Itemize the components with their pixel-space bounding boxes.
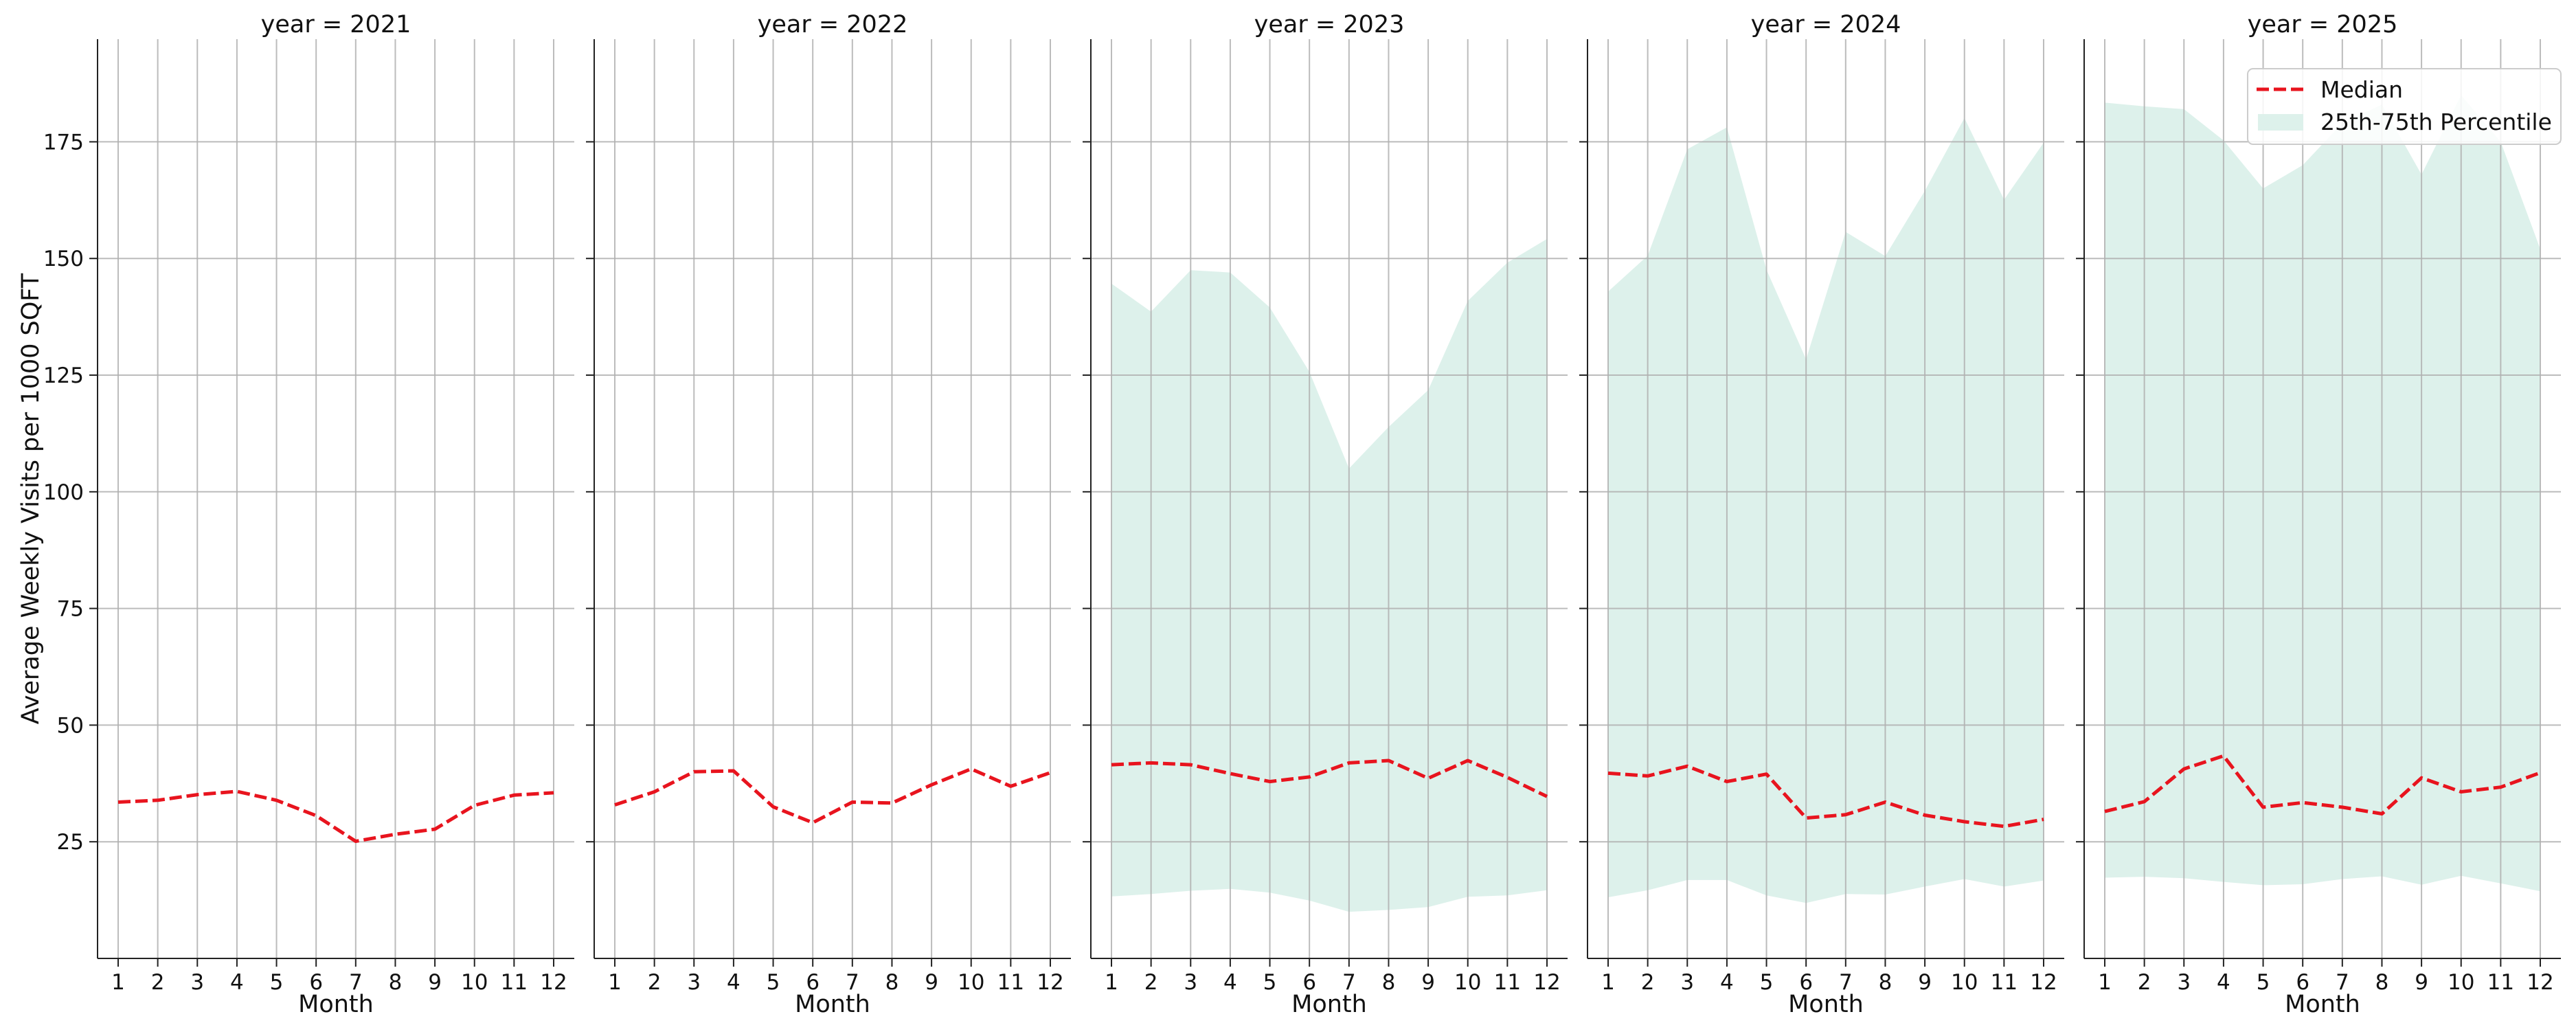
x-tick-label: 5: [767, 970, 780, 995]
x-tick-label: 8: [1382, 970, 1396, 995]
percentile-band-5: [2105, 95, 2540, 892]
legend-band-label: 25th-75th Percentile: [2320, 109, 2552, 135]
x-tick-label: 3: [190, 970, 204, 995]
x-tick-label: 11: [1991, 970, 2018, 995]
x-tick-label: 4: [727, 970, 741, 995]
x-tick-label: 7: [349, 970, 363, 995]
x-axis-label: Month: [795, 991, 870, 1018]
y-tick-label: 75: [57, 597, 84, 622]
x-tick-label: 10: [958, 970, 984, 995]
x-tick-label: 9: [2415, 970, 2428, 995]
x-tick-label: 3: [1184, 970, 1197, 995]
x-tick-label: 2: [2138, 970, 2151, 995]
x-tick-label: 8: [885, 970, 899, 995]
x-tick-label: 9: [925, 970, 938, 995]
x-tick-label: 7: [846, 970, 859, 995]
x-tick-label: 3: [687, 970, 701, 995]
x-tick-label: 7: [2336, 970, 2349, 995]
x-tick-label: 5: [1263, 970, 1277, 995]
percentile-band-3: [1111, 238, 1547, 912]
legend: Median 25th-75th Percentile: [2247, 68, 2562, 145]
percentile-band-4: [1608, 117, 2044, 903]
axis-layer: [89, 39, 2561, 967]
x-tick-label: 11: [501, 970, 528, 995]
x-tick-label: 7: [1839, 970, 1853, 995]
x-axis-label: Month: [1291, 991, 1367, 1018]
x-tick-label: 4: [2217, 970, 2230, 995]
x-tick-label: 1: [608, 970, 622, 995]
grid-layer: [98, 39, 2561, 958]
panel-title: year = 2024: [1751, 11, 1901, 38]
x-tick-label: 3: [1680, 970, 1694, 995]
x-tick-label: 6: [1302, 970, 1316, 995]
x-axis-label: Month: [2285, 991, 2360, 1018]
panel-title: year = 2025: [2248, 11, 2398, 38]
y-tick-label: 25: [57, 830, 84, 855]
median-line-layer: [117, 754, 2541, 843]
band-layer: [1111, 95, 2540, 912]
median-line-1: [117, 789, 554, 843]
x-tick-label: 8: [1879, 970, 1893, 995]
x-tick-label: 4: [1720, 970, 1734, 995]
x-axis-label: Month: [298, 991, 374, 1018]
x-tick-label: 12: [540, 970, 567, 995]
x-tick-label: 2: [648, 970, 662, 995]
x-tick-label: 10: [1951, 970, 1978, 995]
y-tick-label: 100: [43, 480, 84, 505]
x-tick-label: 11: [2487, 970, 2514, 995]
median-line-4: [1607, 764, 2044, 829]
panel-title: year = 2022: [758, 11, 908, 38]
x-tick-label: 11: [1494, 970, 1521, 995]
median-line-5: [2104, 754, 2541, 816]
x-tick-label: 6: [806, 970, 820, 995]
x-tick-label: 1: [1105, 970, 1118, 995]
x-tick-label: 12: [1533, 970, 1560, 995]
panel-title: year = 2023: [1254, 11, 1405, 38]
x-tick-label: 6: [309, 970, 323, 995]
y-tick-label: 50: [57, 713, 84, 738]
x-tick-label: 1: [2098, 970, 2112, 995]
x-tick-label: 12: [2030, 970, 2057, 995]
y-tick-label: 150: [43, 247, 84, 271]
x-tick-label: 5: [270, 970, 284, 995]
x-tick-label: 10: [2448, 970, 2474, 995]
median-line-2: [614, 767, 1051, 824]
x-tick-label: 9: [428, 970, 442, 995]
x-tick-label: 12: [2527, 970, 2553, 995]
x-tick-label: 10: [461, 970, 488, 995]
x-tick-label: 11: [997, 970, 1024, 995]
x-tick-label: 5: [1760, 970, 1774, 995]
x-tick-label: 6: [1799, 970, 1813, 995]
x-axis-label: Month: [1788, 991, 1864, 1018]
x-tick-label: 5: [2257, 970, 2270, 995]
x-tick-label: 10: [1454, 970, 1481, 995]
y-axis-label: Average Weekly Visits per 1000 SQFT: [17, 273, 45, 724]
x-tick-label: 4: [230, 970, 244, 995]
x-tick-label: 9: [1918, 970, 1932, 995]
x-tick-label: 6: [2296, 970, 2309, 995]
x-tick-label: 1: [111, 970, 125, 995]
x-tick-label: 12: [1037, 970, 1063, 995]
median-line-3: [1111, 758, 1548, 798]
x-tick-label: 8: [389, 970, 403, 995]
x-tick-label: 7: [1342, 970, 1356, 995]
x-tick-label: 1: [1601, 970, 1615, 995]
x-tick-label: 8: [2375, 970, 2389, 995]
y-tick-label: 125: [43, 363, 84, 388]
x-tick-label: 2: [1641, 970, 1655, 995]
legend-band-swatch: [2258, 114, 2303, 131]
x-tick-label: 9: [1421, 970, 1435, 995]
legend-median-label: Median: [2320, 76, 2403, 103]
x-tick-label: 4: [1223, 970, 1237, 995]
x-tick-label: 3: [2177, 970, 2191, 995]
legend-box: [2247, 68, 2562, 145]
panel-title: year = 2021: [261, 11, 411, 38]
y-tick-label: 175: [43, 130, 84, 155]
x-tick-label: 2: [1144, 970, 1158, 995]
x-tick-label: 2: [151, 970, 165, 995]
